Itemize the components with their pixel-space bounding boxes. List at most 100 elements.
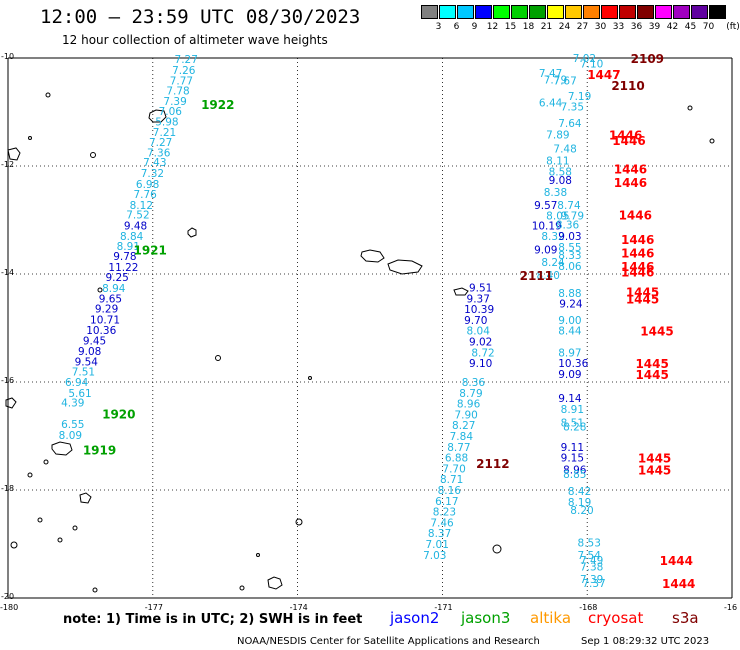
wave-height-label: 8.06: [558, 261, 582, 273]
wave-height-label: 9.25: [105, 272, 128, 284]
wave-height-label: 7.36: [147, 148, 171, 160]
wave-height-label: 9.54: [75, 356, 99, 368]
pass-time-label: 1446: [609, 129, 642, 143]
wave-height-label: 8.37: [428, 528, 451, 540]
legend-altika: altika: [530, 609, 572, 627]
wave-height-label: 8.38: [544, 187, 567, 199]
island-outline: [187, 227, 197, 238]
wave-height-label: 9.09: [558, 369, 581, 381]
wave-height-label: 8.71: [440, 474, 463, 486]
wave-height-label: 8.20: [570, 505, 593, 517]
pass-time-label: 1921: [133, 244, 166, 258]
pass-time-label: 1922: [201, 98, 234, 112]
longitude-label: -177: [144, 603, 163, 612]
wave-height-label: 6.94: [65, 377, 89, 389]
islet-marker: [97, 287, 103, 293]
wave-height-label: 9.14: [558, 393, 582, 405]
wave-height-label: 7.27: [175, 54, 198, 66]
islet-marker: [10, 541, 18, 549]
pass-time-label: 1446: [621, 265, 654, 279]
legend-label: 45: [684, 22, 697, 32]
wave-height-label: 8.42: [568, 486, 591, 498]
pass-time-label: 1446: [621, 260, 654, 274]
wave-height-label: 9.78: [113, 251, 136, 263]
wave-height-label: 9.00: [558, 315, 581, 327]
wave-height-label: 8.33: [558, 250, 581, 262]
wave-height-label: 7.39: [163, 96, 186, 108]
wave-height-label: 6.17: [435, 496, 458, 508]
legend-label: 36: [630, 22, 643, 32]
wave-height-label: 10.19: [532, 220, 562, 232]
pass-time-label: 1445: [626, 285, 659, 299]
wave-height-label: 7.70: [442, 463, 465, 475]
wave-height-label: 8.91: [561, 404, 584, 416]
wave-height-label: 8.32: [541, 231, 564, 243]
legend-jason3: jason3: [461, 609, 511, 627]
lat-lon-grid: [7, 57, 733, 599]
wave-height-label: 7.27: [149, 137, 172, 149]
legend-cryosat: cryosat: [588, 609, 644, 627]
wave-height-label: 7.35: [561, 102, 584, 114]
pass-time-labels: 1922 1921 1920 1919 2109 2110 2111 2112 1447 1446…: [83, 52, 696, 591]
legend-swatch: [673, 5, 690, 19]
islet-marker: [27, 472, 33, 478]
legend-swatch: [421, 5, 438, 19]
wave-height-label: 6.55: [61, 419, 84, 431]
wave-height-label: 8.40: [537, 270, 560, 282]
legend-label: 18: [522, 22, 535, 32]
wave-height-label: 9.48: [124, 220, 147, 232]
legend-label: 70: [702, 22, 715, 32]
legend-label: 15: [504, 22, 517, 32]
wave-height-label: 7.64: [558, 118, 582, 130]
islet-marker: [28, 136, 32, 140]
islet-marker: [57, 537, 63, 543]
wave-height-label: 7.19: [568, 91, 591, 103]
legend-swatch: [565, 5, 582, 19]
wave-height-label: 8.77: [447, 442, 470, 454]
wave-height-label: 8.72: [471, 347, 494, 359]
island-outline: [453, 287, 469, 296]
wave-height-label: 7.38: [580, 562, 603, 574]
longitude-label: -16: [724, 603, 738, 612]
longitude-label: -174: [289, 603, 308, 612]
islet-marker: [492, 544, 502, 554]
wave-height-label: 7.89: [546, 130, 569, 142]
wave-height-label: 8.79: [459, 388, 482, 400]
wave-height-label: 7.21: [153, 127, 176, 139]
wave-height-label: 8.94: [102, 283, 126, 295]
legend-swatch: [457, 5, 474, 19]
wave-height-label: 8.74: [557, 200, 581, 212]
wave-height-label: 7.32: [141, 168, 164, 180]
wave-height-label: 8.91: [117, 241, 140, 253]
wave-height-label: 8.28: [563, 421, 586, 433]
wave-height-label: 7.54: [578, 550, 602, 562]
longitude-label: -168: [579, 603, 598, 612]
legend-label: 24: [558, 22, 571, 32]
wave-height-label: 9.57: [534, 200, 557, 212]
legend-swatch: [475, 5, 492, 19]
latitude-label: -12: [1, 160, 15, 169]
islet-marker: [215, 355, 221, 361]
wave-height-label: 9.10: [469, 358, 492, 370]
wave-height-label: 8.04: [467, 326, 491, 338]
wave-height-label: 7.90: [454, 409, 477, 421]
island-outline: [51, 441, 73, 456]
wave-height-label: 7.52: [126, 210, 149, 222]
page-subtitle: 12 hour collection of altimeter wave hei…: [62, 33, 328, 47]
islet-marker: [90, 152, 96, 158]
wave-height-label: 8.96: [563, 464, 587, 476]
pass-time-label: 1446: [621, 233, 654, 247]
wave-height-label: 7.39: [580, 574, 603, 586]
wave-height-label: 7.48: [553, 144, 576, 156]
legend-swatch: [691, 5, 708, 19]
legend-swatch: [529, 5, 546, 19]
wave-height-label: 8.53: [578, 537, 601, 549]
wave-height-label: 7.46: [430, 517, 454, 529]
pass-time-label: 2110: [611, 79, 644, 93]
island-outline: [360, 249, 385, 263]
legend-label: 39: [648, 22, 661, 32]
islet-marker: [687, 105, 693, 111]
legend-label: 42: [666, 22, 679, 32]
wave-height-label: 7.49: [580, 555, 603, 567]
pass-time-label: 1447: [587, 68, 620, 82]
